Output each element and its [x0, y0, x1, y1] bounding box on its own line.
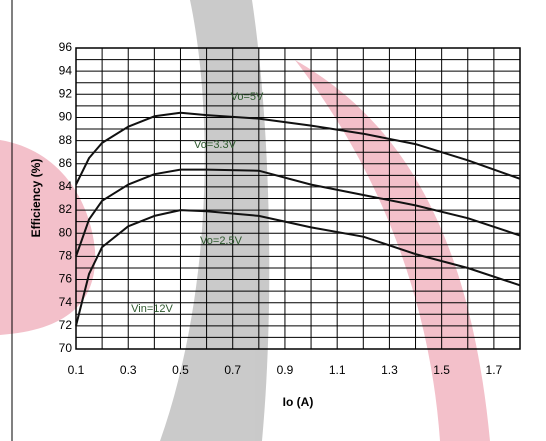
y-tick-label: 80 — [59, 225, 73, 239]
y-tick-label: 86 — [59, 156, 73, 170]
y-tick-label: 84 — [59, 179, 73, 193]
x-tick-label: 0.3 — [120, 363, 137, 377]
y-tick-label: 90 — [59, 110, 73, 124]
series-label: Vo=5V — [231, 91, 264, 103]
y-tick-label: 78 — [59, 249, 73, 263]
y-tick-label: 76 — [59, 272, 73, 286]
plot-frame — [75, 47, 521, 350]
y-tick-label: 88 — [59, 133, 73, 147]
annotation: Vin=12V — [131, 303, 173, 315]
x-tick-label: 1.1 — [329, 363, 346, 377]
watermark-gray — [160, 0, 270, 441]
y-tick-label: 72 — [59, 318, 73, 332]
x-tick-label: 0.7 — [224, 363, 241, 377]
x-axis-label: Io (A) — [283, 395, 314, 409]
x-tick-label: 0.9 — [277, 363, 294, 377]
watermark-pink-left — [0, 140, 96, 335]
series-label: Vo=2.5V — [200, 235, 243, 247]
y-tick-label: 92 — [59, 86, 73, 100]
plot: 70 72 74 76 78 80 82 84 86 88 90 92 94 96 0.1 0.3 0.5 0.7… — [59, 40, 521, 377]
series-label: Vo=3.3V — [194, 139, 237, 151]
y-tick-label: 94 — [59, 63, 73, 77]
y-tick-label: 96 — [59, 40, 73, 54]
y-tick-label: 70 — [59, 341, 73, 355]
series-line — [75, 209, 521, 327]
x-tick-label: 0.5 — [172, 363, 189, 377]
x-tick-label: 1.3 — [381, 363, 398, 377]
x-tick-label: 1.5 — [433, 363, 450, 377]
series-line — [75, 168, 521, 257]
y-tick-label: 82 — [59, 202, 73, 216]
series-line — [75, 111, 521, 186]
y-axis-label: Efficiency (%) — [29, 159, 43, 238]
y-tick-label: 74 — [59, 295, 73, 309]
x-tick-label: 0.1 — [68, 363, 85, 377]
x-tick-label: 1.7 — [486, 363, 503, 377]
